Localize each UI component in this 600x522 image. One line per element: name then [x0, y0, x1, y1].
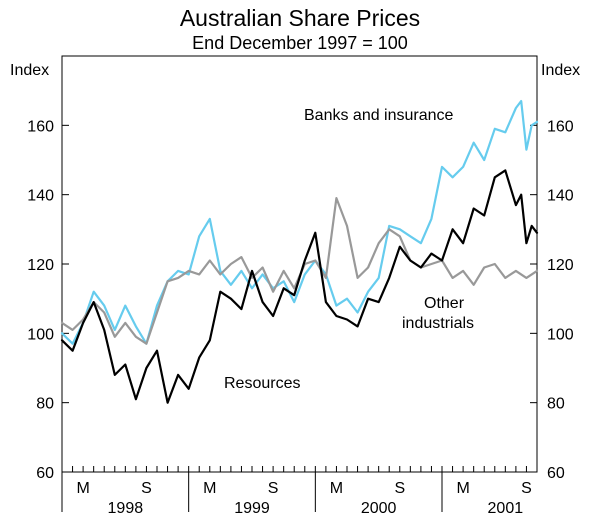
- annotation-banks-and-insurance: Banks and insurance: [304, 107, 454, 124]
- y-tick-label-left-140: 140: [27, 188, 54, 205]
- x-month-label-1: S: [141, 480, 152, 497]
- series-layer: [60, 99, 539, 404]
- y-axis-label-left: Index: [10, 62, 49, 79]
- x-axis: M S M S M S M S 1998 1999 2000 2001: [61, 466, 538, 517]
- x-month-label-5: S: [394, 480, 405, 497]
- series-line-resources: [60, 169, 539, 404]
- y-tick-label-left-100: 100: [27, 326, 54, 343]
- y-tick-label-left-120: 120: [27, 257, 54, 274]
- chart-subtitle: End December 1997 = 100: [192, 33, 408, 53]
- x-month-label-3: S: [268, 480, 279, 497]
- x-year-label-1999: 1999: [234, 500, 270, 517]
- annotation-resources: Resources: [224, 375, 300, 392]
- y-ticks-left: 60 80 100 120 140 160: [27, 118, 69, 482]
- x-month-label-7: S: [521, 480, 532, 497]
- annotation-industrials: industrials: [402, 315, 474, 332]
- y-tick-label-left-60: 60: [36, 465, 54, 482]
- y-tick-label-right-100: 100: [547, 326, 574, 343]
- x-year-label-2000: 2000: [361, 500, 397, 517]
- x-year-label-2001: 2001: [488, 500, 524, 517]
- annotation-other: Other: [424, 295, 465, 312]
- y-tick-label-right-160: 160: [547, 118, 574, 135]
- y-tick-label-right-80: 80: [547, 396, 565, 413]
- y-tick-label-left-160: 160: [27, 118, 54, 135]
- y-axis-label-right: Index: [541, 62, 580, 79]
- y-tick-label-right-60: 60: [547, 465, 565, 482]
- chart-title: Australian Share Prices: [180, 5, 420, 31]
- plot-frame: [61, 55, 538, 473]
- x-month-label-0: M: [76, 480, 89, 497]
- y-tick-label-right-140: 140: [547, 188, 574, 205]
- x-year-label-1998: 1998: [108, 500, 144, 517]
- x-month-label-2: M: [203, 480, 216, 497]
- y-tick-label-left-80: 80: [36, 396, 54, 413]
- x-month-label-6: M: [456, 480, 469, 497]
- y-ticks-right: 60 80 100 120 140 160: [530, 118, 574, 482]
- y-tick-label-right-120: 120: [547, 257, 574, 274]
- x-month-label-4: M: [330, 480, 343, 497]
- series-line-banks-and-insurance: [60, 99, 539, 345]
